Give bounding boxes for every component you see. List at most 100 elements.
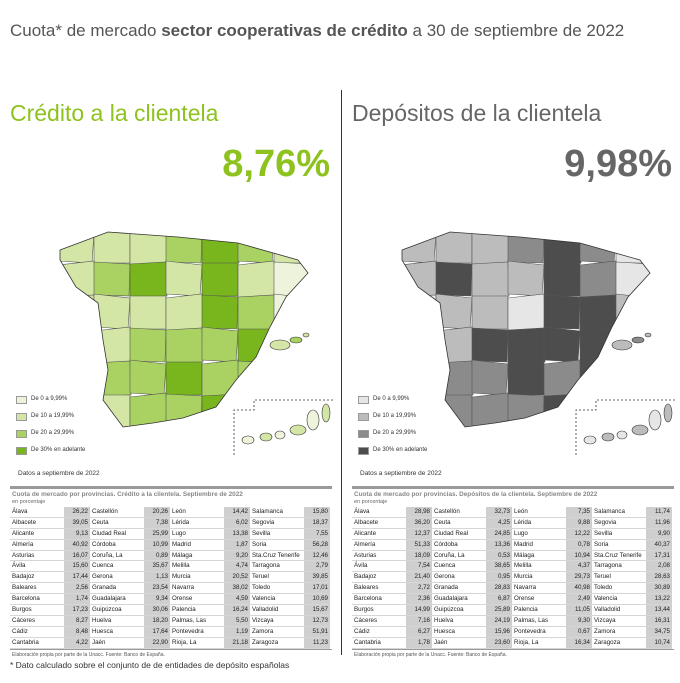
- table-province: Cádiz: [352, 627, 406, 638]
- table-province: Huelva: [90, 616, 144, 627]
- table-value: 9,90: [646, 528, 672, 540]
- table-value: 17,31: [646, 550, 672, 562]
- island: [289, 336, 303, 344]
- table-province: Almería: [10, 540, 64, 551]
- table-province: Teruel: [592, 572, 646, 584]
- table-source: Elaboración propia por parte de la Unacc…: [10, 648, 332, 658]
- table-value: 13,36: [486, 539, 512, 551]
- province: [615, 360, 650, 397]
- canary-frame: [575, 399, 676, 455]
- legend-item: De 0 a 9,99%: [16, 396, 85, 413]
- table-province: Teruel: [250, 572, 304, 584]
- table-value: 2,72: [406, 583, 432, 595]
- legend: De 0 a 9,99% De 10 a 19,99% De 20 a 29,99%…: [358, 396, 427, 464]
- province: [543, 359, 583, 398]
- province: [165, 393, 203, 427]
- table-value: 6,87: [486, 594, 512, 606]
- table-province: Orense: [170, 594, 224, 606]
- table-province: Granada: [432, 583, 486, 595]
- table-province: Palmas, Las: [512, 616, 566, 627]
- legend-item: De 10 a 19,99%: [358, 413, 427, 430]
- table-province: Pontevedra: [170, 627, 224, 638]
- province: [93, 326, 133, 365]
- province: [471, 261, 510, 298]
- table-province: Guadalajara: [90, 594, 144, 606]
- province: [507, 260, 545, 297]
- table-grid: Álava 26,22 Castellón 20,26 León 14,42 Salaman…: [10, 507, 332, 649]
- province: [471, 359, 509, 396]
- table-value: 24,19: [486, 615, 512, 627]
- table-province: Vizcaya: [250, 616, 304, 627]
- table-value: 20,26: [144, 507, 170, 518]
- island: [601, 432, 615, 442]
- table-province: Guipúzcoa: [90, 605, 144, 616]
- table-value: 9,34: [144, 594, 170, 606]
- table-unit: en porcentaje: [12, 499, 46, 505]
- table-value: 28,83: [486, 583, 512, 595]
- table-province: Cádiz: [10, 627, 64, 638]
- table-province: Palencia: [512, 605, 566, 616]
- table-province: Burgos: [10, 605, 64, 616]
- table-value: 17,01: [304, 583, 330, 595]
- table-province: Álava: [10, 507, 64, 518]
- table-value: 56,28: [304, 539, 330, 551]
- legend-label: De 0 a 9,99%: [373, 396, 410, 402]
- legend-swatch: [358, 430, 369, 438]
- table-province: Toledo: [250, 583, 304, 595]
- table-province: Valencia: [592, 594, 646, 606]
- table-value: 14,99: [406, 605, 432, 616]
- legend: De 0 a 9,99% De 10 a 19,99% De 20 a 29,99%…: [16, 396, 85, 464]
- table-province: Ceuta: [90, 518, 144, 529]
- table-value: 23,54: [144, 583, 170, 595]
- table-value: 7,16: [406, 615, 432, 627]
- table-value: 1,74: [64, 594, 90, 606]
- table: Cuota de mercado por provincias. Crédito…: [10, 486, 332, 658]
- map: [401, 231, 676, 455]
- province: [402, 232, 437, 264]
- province: [273, 360, 308, 397]
- table-value: 39,05: [64, 517, 90, 529]
- legend-label: De 20 a 29,99%: [31, 430, 75, 436]
- island: [289, 424, 307, 436]
- table: Cuota de mercado por provincias. Depósit…: [352, 486, 674, 658]
- province: [165, 260, 203, 297]
- province: [93, 360, 132, 397]
- table-value: 13,22: [646, 594, 672, 606]
- table-province: Valladolid: [250, 605, 304, 616]
- table-value: 4,25: [486, 517, 512, 529]
- table-value: 4,74: [224, 561, 250, 573]
- map-outline: [59, 231, 309, 428]
- table-province: Huelva: [432, 616, 486, 627]
- province: [201, 393, 240, 427]
- province: [615, 293, 650, 330]
- table-value: 15,60: [64, 561, 90, 573]
- table-value: 35,67: [144, 561, 170, 573]
- table-province: Cuenca: [432, 561, 486, 573]
- province: [507, 393, 545, 427]
- table-province: Jaén: [90, 638, 144, 649]
- table-province: Lugo: [170, 529, 224, 540]
- table-value: 7,35: [566, 507, 592, 518]
- table-value: 30,89: [646, 583, 672, 595]
- province: [129, 232, 169, 266]
- table-province: Ciudad Real: [90, 529, 144, 540]
- table-province: Palencia: [170, 605, 224, 616]
- table-value: 2,08: [646, 561, 672, 573]
- table-province: Granada: [90, 583, 144, 595]
- table-province: Navarra: [512, 583, 566, 595]
- legend-label: De 10 a 19,99%: [373, 413, 417, 419]
- table-value: 20,52: [224, 572, 250, 584]
- province: [60, 328, 95, 363]
- table-unit: en porcentaje: [354, 499, 388, 505]
- table-province: Lérida: [512, 518, 566, 529]
- province: [60, 232, 95, 264]
- table-value: 11,96: [646, 517, 672, 529]
- table-grid: Álava 28,98 Castellón 32,73 León 7,35 Salamanc…: [352, 507, 674, 649]
- province: [129, 327, 167, 363]
- province: [165, 293, 205, 332]
- table-province: Ávila: [352, 561, 406, 573]
- island: [259, 432, 273, 442]
- table-province: Zaragoza: [592, 638, 646, 649]
- table-value: 17,23: [64, 605, 90, 616]
- table-value: 4,59: [224, 594, 250, 606]
